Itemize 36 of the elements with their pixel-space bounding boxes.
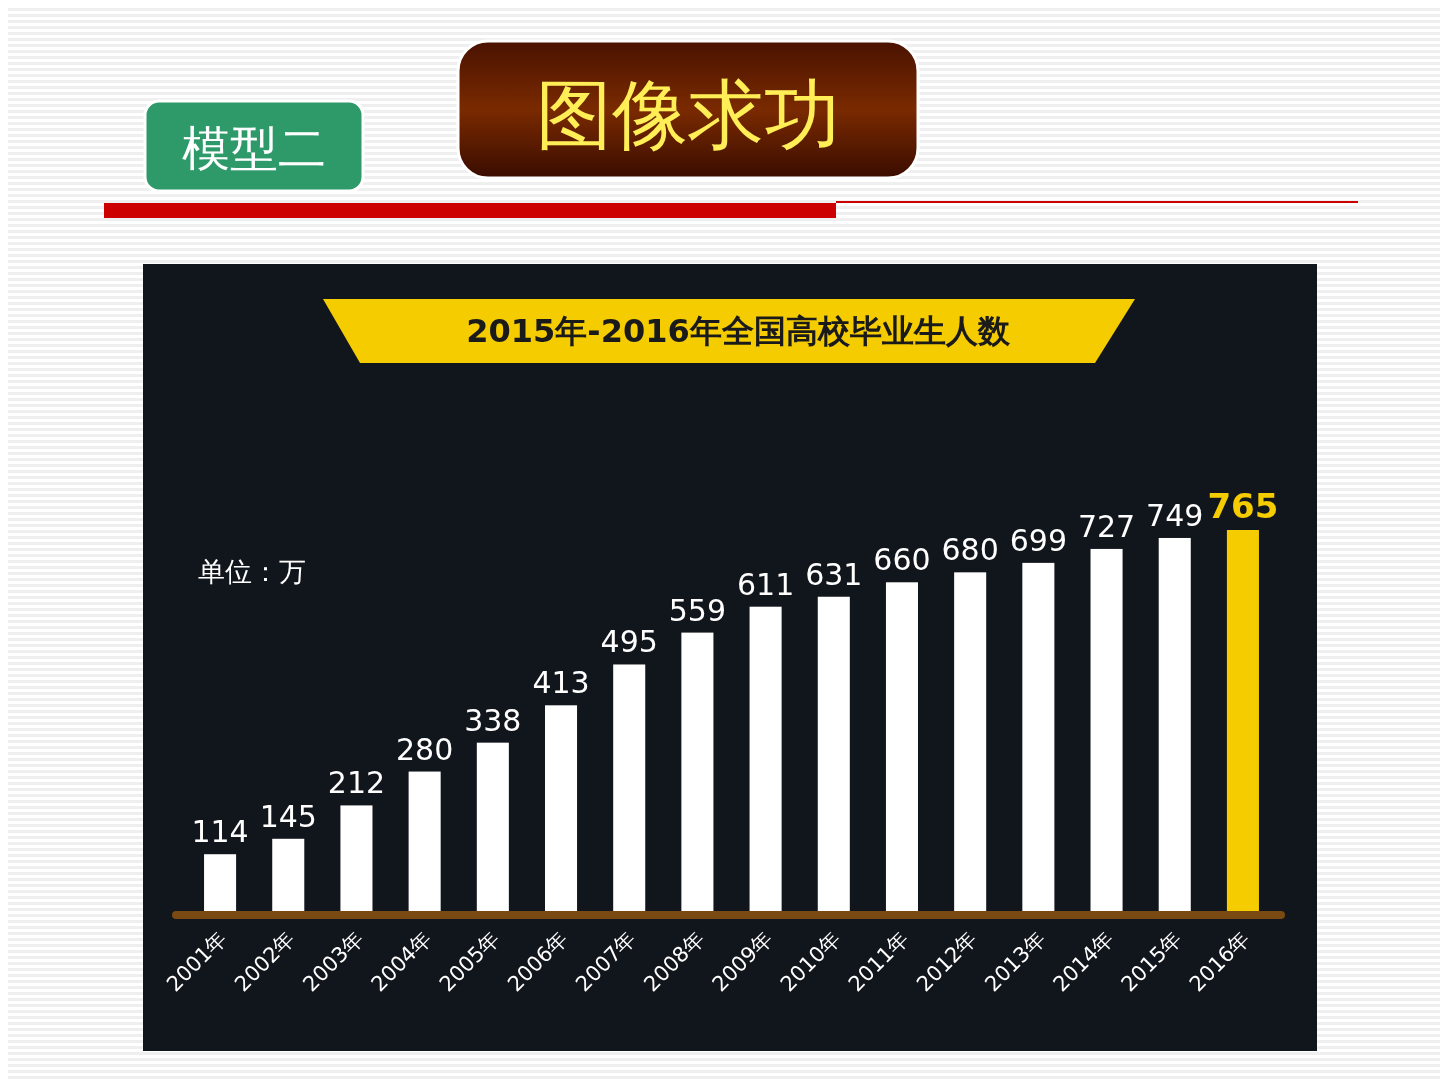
data-label: 749 bbox=[1146, 497, 1204, 533]
data-label: 765 bbox=[1207, 486, 1279, 526]
bar bbox=[681, 632, 714, 911]
text: 模型二 bbox=[182, 120, 326, 176]
annotation: 单位：万 bbox=[198, 556, 306, 587]
data-label: 338 bbox=[464, 702, 522, 738]
data-label: 114 bbox=[191, 814, 249, 850]
bar bbox=[545, 705, 578, 911]
bar bbox=[408, 771, 441, 911]
data-label: 280 bbox=[396, 731, 454, 767]
chart-title: 2015年-2016年全国高校毕业生人数 bbox=[466, 312, 1011, 350]
bar bbox=[817, 596, 850, 911]
bar bbox=[954, 572, 987, 911]
bar bbox=[749, 606, 782, 911]
bar bbox=[340, 805, 373, 911]
bar bbox=[1158, 537, 1191, 911]
text: 图像求功 bbox=[536, 70, 840, 159]
data-label: 680 bbox=[941, 532, 999, 568]
data-label: 212 bbox=[327, 765, 386, 801]
bar bbox=[885, 582, 918, 911]
data-label: 559 bbox=[668, 592, 727, 628]
bar bbox=[1226, 530, 1259, 911]
bar bbox=[613, 664, 646, 911]
bar bbox=[1090, 548, 1123, 911]
bar bbox=[476, 742, 509, 911]
data-label: 699 bbox=[1009, 522, 1067, 558]
data-label: 631 bbox=[805, 556, 863, 592]
data-label: 660 bbox=[873, 542, 931, 578]
bar bbox=[1022, 562, 1055, 911]
data-label: 611 bbox=[736, 566, 795, 602]
data-label: 145 bbox=[259, 798, 317, 834]
bar bbox=[204, 854, 237, 911]
data-label: 413 bbox=[532, 665, 590, 701]
data-label: 727 bbox=[1077, 508, 1136, 544]
bar bbox=[272, 838, 305, 911]
data-label: 495 bbox=[600, 624, 658, 660]
